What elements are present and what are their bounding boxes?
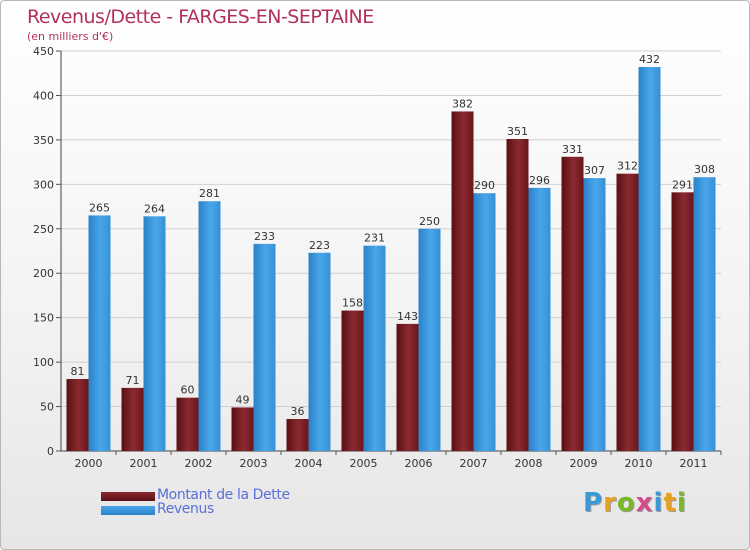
data-label-revenue: 296 (529, 174, 550, 187)
bar-revenue-2003 (253, 243, 276, 451)
chart-subtitle: (en milliers d'€) (27, 30, 114, 43)
data-label-debt: 36 (291, 405, 305, 418)
x-tick-label: 2002 (185, 457, 213, 470)
y-tick-label: 0 (47, 445, 54, 458)
bar-debt-2011 (671, 192, 694, 452)
bar-revenue-2005 (363, 245, 386, 451)
bar-debt-2007 (451, 111, 474, 451)
y-tick-label: 300 (33, 178, 54, 191)
x-tick-label: 2005 (350, 457, 378, 470)
logo-letter: P (583, 488, 604, 518)
data-label-revenue: 308 (694, 163, 715, 176)
data-label-revenue: 233 (254, 230, 275, 243)
bar-debt-2010 (616, 173, 639, 451)
proxiti-logo: Proxiti (583, 488, 687, 518)
data-label-revenue: 264 (144, 202, 165, 215)
legend-label-debt: Montant de la Dette (157, 487, 290, 503)
y-tick-label: 150 (33, 312, 54, 325)
legend-swatch-revenue (101, 506, 155, 515)
bar-debt-2002 (176, 397, 199, 451)
bar-debt-2008 (506, 139, 529, 451)
bars (66, 67, 716, 452)
x-tick-label: 2010 (625, 457, 653, 470)
chart-title: Revenus/Dette - FARGES-EN-SEPTAINE (27, 6, 374, 28)
data-label-revenue: 250 (419, 215, 440, 228)
data-label-debt: 60 (181, 384, 195, 397)
x-tick-label: 2007 (460, 457, 488, 470)
y-tick-label: 250 (33, 223, 54, 236)
legend-label-revenue: Revenus (157, 501, 214, 517)
y-tick-label: 100 (33, 356, 54, 369)
bar-revenue-2001 (143, 216, 166, 451)
bar-revenue-2010 (638, 67, 661, 451)
logo-letter: i (653, 488, 664, 518)
data-label-revenue: 432 (639, 53, 660, 66)
bar-debt-2009 (561, 156, 584, 451)
logo-letter: i (676, 488, 687, 518)
data-label-revenue: 281 (199, 187, 220, 200)
bar-revenue-2007 (473, 193, 496, 451)
logo-letter: x (635, 488, 654, 518)
data-label-debt: 158 (342, 297, 363, 310)
y-tick-label: 450 (33, 45, 54, 58)
bar-debt-2001 (121, 387, 144, 451)
logo-letter: o (616, 488, 636, 518)
x-tick-label: 2001 (130, 457, 158, 470)
x-tick-label: 2009 (570, 457, 598, 470)
y-tick-label: 200 (33, 267, 54, 280)
data-label-revenue: 223 (309, 239, 330, 252)
data-label-debt: 49 (236, 393, 250, 406)
bar-debt-2006 (396, 323, 419, 451)
axes: 0 50 100 150 200 250 300 350 400 450 2000 2001 2002 2… (33, 45, 722, 470)
x-tick-label: 2000 (75, 457, 103, 470)
bar-debt-2004 (286, 419, 309, 451)
data-labels: 81 265 71 264 60 281 49 233 36 223 158 231 143 250 382… (71, 53, 716, 418)
data-label-debt: 351 (507, 125, 528, 138)
x-tick-label: 2011 (680, 457, 708, 470)
data-label-debt: 71 (126, 374, 140, 387)
bar-revenue-2000 (88, 215, 111, 451)
bar-debt-2005 (341, 310, 364, 451)
x-tick-label: 2006 (405, 457, 433, 470)
bar-debt-2000 (66, 379, 89, 451)
bar-revenue-2004 (308, 252, 331, 451)
data-label-revenue: 307 (584, 164, 605, 177)
logo-letter: r (603, 488, 617, 518)
data-label-debt: 382 (452, 97, 473, 110)
data-label-debt: 312 (617, 160, 638, 173)
grid-lines (61, 50, 721, 452)
x-tick-label: 2008 (515, 457, 543, 470)
data-label-debt: 331 (562, 143, 583, 156)
legend-swatch-debt (101, 492, 155, 501)
y-tick-label: 50 (40, 401, 54, 414)
bar-revenue-2008 (528, 187, 551, 451)
bar-revenue-2002 (198, 201, 221, 451)
data-label-revenue: 231 (364, 232, 385, 245)
y-tick-label: 350 (33, 134, 54, 147)
x-tick-label: 2003 (240, 457, 268, 470)
logo-letter: t (663, 488, 677, 518)
bar-debt-2003 (231, 407, 254, 451)
data-label-debt: 143 (397, 310, 418, 323)
data-label-debt: 81 (71, 365, 85, 378)
data-label-debt: 291 (672, 178, 693, 191)
data-label-revenue: 265 (89, 201, 110, 214)
y-tick-label: 400 (33, 89, 54, 102)
x-tick-label: 2004 (295, 457, 323, 470)
bar-revenue-2009 (583, 178, 606, 451)
bar-revenue-2011 (693, 177, 716, 451)
data-label-revenue: 290 (474, 179, 495, 192)
bar-revenue-2006 (418, 228, 441, 451)
